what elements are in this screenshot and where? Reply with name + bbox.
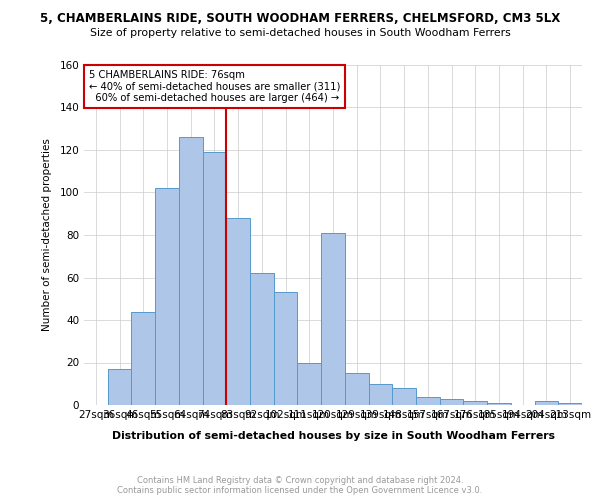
Bar	[321, 233, 345, 405]
X-axis label: Distribution of semi-detached houses by size in South Woodham Ferrers: Distribution of semi-detached houses by …	[112, 431, 554, 441]
Bar	[392, 388, 416, 405]
Bar	[416, 396, 440, 405]
Bar	[487, 403, 511, 405]
Bar	[298, 362, 321, 405]
Bar	[108, 369, 131, 405]
Bar	[250, 273, 274, 405]
Text: Size of property relative to semi-detached houses in South Woodham Ferrers: Size of property relative to semi-detach…	[89, 28, 511, 38]
Text: 5 CHAMBERLAINS RIDE: 76sqm
← 40% of semi-detached houses are smaller (311)
  60%: 5 CHAMBERLAINS RIDE: 76sqm ← 40% of semi…	[89, 70, 340, 103]
Y-axis label: Number of semi-detached properties: Number of semi-detached properties	[43, 138, 52, 332]
Bar	[203, 152, 226, 405]
Bar	[155, 188, 179, 405]
Bar	[179, 137, 203, 405]
Text: 5, CHAMBERLAINS RIDE, SOUTH WOODHAM FERRERS, CHELMSFORD, CM3 5LX: 5, CHAMBERLAINS RIDE, SOUTH WOODHAM FERR…	[40, 12, 560, 26]
Bar	[226, 218, 250, 405]
Bar	[274, 292, 298, 405]
Bar	[440, 398, 463, 405]
Bar	[535, 401, 558, 405]
Text: Contains HM Land Registry data © Crown copyright and database right 2024.
Contai: Contains HM Land Registry data © Crown c…	[118, 476, 482, 495]
Bar	[368, 384, 392, 405]
Bar	[558, 403, 582, 405]
Bar	[131, 312, 155, 405]
Bar	[345, 373, 368, 405]
Bar	[463, 401, 487, 405]
